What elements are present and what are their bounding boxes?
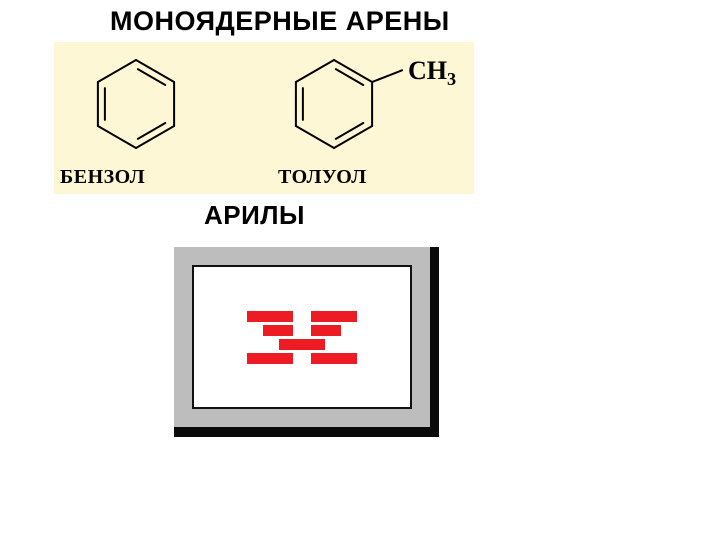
broken-image-white bbox=[192, 265, 412, 409]
broken-icon-bar bbox=[279, 339, 325, 350]
broken-icon-bar bbox=[311, 325, 341, 336]
broken-image-frame bbox=[174, 247, 439, 437]
broken-icon-bar bbox=[311, 311, 357, 322]
broken-icon-bar bbox=[247, 353, 293, 364]
broken-icon-bar bbox=[311, 353, 357, 364]
stage: МОНОЯДЕРНЫЕ АРЕНЫ АРИЛЫ БЕНЗОЛCH3ТОЛУОЛ bbox=[0, 0, 720, 540]
broken-icon-bar bbox=[263, 325, 293, 336]
label-benzene: БЕНЗОЛ bbox=[60, 166, 145, 189]
label-toluene: ТОЛУОЛ bbox=[278, 166, 367, 189]
broken-image-gray bbox=[174, 247, 430, 427]
broken-image-icon bbox=[247, 307, 357, 367]
substituent-toluene: CH3 bbox=[408, 56, 456, 90]
broken-icon-bar bbox=[247, 311, 293, 322]
